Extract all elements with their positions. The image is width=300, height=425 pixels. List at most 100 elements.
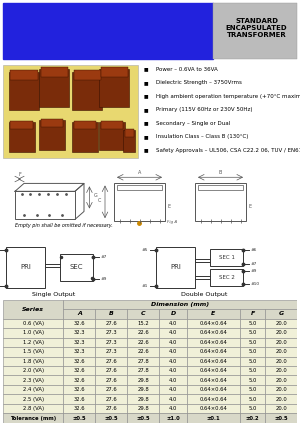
Text: 20.0: 20.0: [275, 321, 287, 326]
Text: 32.3: 32.3: [74, 340, 85, 345]
Bar: [265, 319, 297, 328]
Bar: [265, 309, 297, 319]
Bar: [74, 121, 96, 128]
Text: 27.3: 27.3: [106, 340, 117, 345]
Text: 5.0: 5.0: [248, 406, 257, 411]
Bar: [63, 404, 95, 414]
Text: Single Output: Single Output: [32, 292, 76, 297]
Text: B: B: [219, 170, 222, 175]
Bar: [3, 414, 63, 423]
Text: #7: #7: [250, 262, 257, 266]
Bar: [95, 319, 128, 328]
Bar: [128, 404, 160, 414]
Bar: [123, 130, 135, 152]
Text: 4.0: 4.0: [169, 397, 177, 402]
Bar: [40, 67, 68, 76]
Bar: [160, 404, 187, 414]
Bar: [72, 122, 98, 152]
Bar: [187, 309, 240, 319]
Bar: [114, 183, 165, 221]
Text: 32.6: 32.6: [74, 406, 85, 411]
Text: ■: ■: [144, 80, 148, 85]
Text: 0.6 (VA): 0.6 (VA): [23, 321, 44, 326]
Bar: [187, 347, 240, 357]
Bar: [95, 328, 128, 337]
Bar: [240, 394, 265, 404]
Text: 0.64×0.64: 0.64×0.64: [199, 378, 227, 382]
Bar: [95, 366, 128, 375]
Text: Dielectric Strength – 3750Vrms: Dielectric Strength – 3750Vrms: [156, 80, 242, 85]
Bar: [3, 404, 63, 414]
Bar: [160, 309, 187, 319]
Text: G: G: [279, 312, 284, 316]
Text: PRI: PRI: [170, 264, 181, 270]
Text: 27.3: 27.3: [106, 349, 117, 354]
Text: Secondary – Single or Dual: Secondary – Single or Dual: [156, 121, 230, 125]
Text: 20.0: 20.0: [275, 397, 287, 402]
Text: ■: ■: [144, 147, 148, 153]
Text: 29.8: 29.8: [138, 406, 149, 411]
Bar: [117, 185, 162, 190]
Text: 22.6: 22.6: [138, 330, 149, 335]
Bar: [3, 337, 63, 347]
Bar: [187, 414, 240, 423]
Text: SEC 2: SEC 2: [219, 275, 234, 280]
Text: ±0.5: ±0.5: [274, 416, 288, 421]
Bar: [99, 68, 129, 107]
Text: 29.8: 29.8: [138, 378, 149, 382]
Bar: [128, 347, 160, 357]
Bar: [213, 3, 297, 59]
Bar: [63, 319, 95, 328]
Bar: [240, 347, 265, 357]
Bar: [210, 269, 243, 286]
Text: High ambient operation temperature (+70°C maximum): High ambient operation temperature (+70°…: [156, 94, 300, 99]
Bar: [187, 394, 240, 404]
Text: Dimension (mm): Dimension (mm): [151, 302, 209, 307]
Text: 20.0: 20.0: [275, 359, 287, 364]
Text: 4.0: 4.0: [169, 359, 177, 364]
Text: ±0.5: ±0.5: [105, 416, 118, 421]
Text: 32.6: 32.6: [74, 368, 85, 373]
Text: ±0.5: ±0.5: [73, 416, 86, 421]
Bar: [3, 319, 63, 328]
Bar: [198, 185, 243, 190]
Bar: [160, 414, 187, 423]
Bar: [95, 414, 128, 423]
Text: 1.5 (VA): 1.5 (VA): [23, 349, 44, 354]
Bar: [9, 122, 34, 152]
Text: 15.2: 15.2: [138, 321, 149, 326]
Text: 0.64×0.64: 0.64×0.64: [199, 321, 227, 326]
Bar: [63, 366, 95, 375]
Bar: [100, 67, 127, 76]
Text: 29.8: 29.8: [138, 387, 149, 392]
Text: Safety Approvals – UL506, CSA C22.2 06, TUV / EN61558, CE: Safety Approvals – UL506, CSA C22.2 06, …: [156, 147, 300, 153]
Bar: [128, 375, 160, 385]
Text: 0.64×0.64: 0.64×0.64: [199, 368, 227, 373]
Text: 32.6: 32.6: [74, 321, 85, 326]
Bar: [160, 394, 187, 404]
Text: E: E: [211, 312, 215, 316]
Text: ■: ■: [144, 121, 148, 125]
Bar: [240, 414, 265, 423]
Text: 1.2 (VA): 1.2 (VA): [23, 340, 44, 345]
Text: 22.6: 22.6: [138, 349, 149, 354]
Bar: [160, 347, 187, 357]
Bar: [72, 72, 102, 110]
Bar: [210, 249, 243, 266]
Bar: [160, 375, 187, 385]
Bar: [3, 347, 63, 357]
Bar: [160, 328, 187, 337]
Text: ■: ■: [144, 94, 148, 99]
Text: 4.0: 4.0: [169, 406, 177, 411]
Bar: [63, 414, 95, 423]
Text: 27.8: 27.8: [138, 368, 149, 373]
Bar: [99, 122, 124, 150]
Bar: [6, 247, 45, 288]
Bar: [3, 366, 63, 375]
Bar: [187, 404, 240, 414]
Bar: [63, 394, 95, 404]
Bar: [63, 385, 95, 394]
Bar: [160, 337, 187, 347]
Text: 27.6: 27.6: [106, 397, 117, 402]
Text: ±1.0: ±1.0: [166, 416, 180, 421]
